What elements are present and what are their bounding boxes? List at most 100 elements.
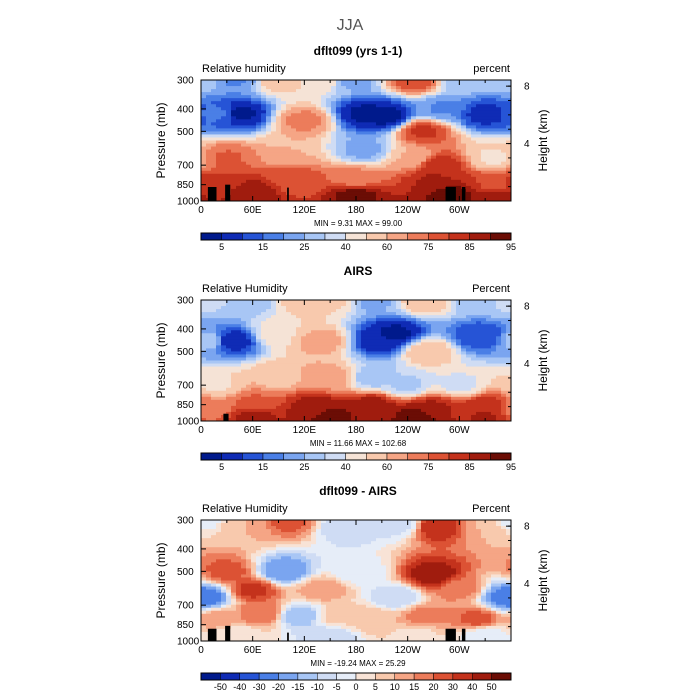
field-cell (421, 128, 427, 133)
field-cell (456, 125, 462, 130)
field-cell (466, 98, 472, 102)
field-cell (266, 197, 272, 201)
field-cell (231, 179, 237, 184)
field-cell (451, 134, 457, 139)
field-cell (406, 324, 412, 328)
field-cell (401, 387, 407, 392)
field-cell (351, 125, 357, 130)
field-cell (251, 95, 257, 99)
field-cell (346, 182, 352, 187)
field-cell (286, 167, 292, 172)
field-cell (291, 309, 297, 313)
field-cell (301, 131, 307, 136)
field-cell (301, 402, 307, 407)
field-cell (486, 86, 492, 90)
field-cell (296, 179, 302, 184)
field-cell (291, 101, 297, 105)
field-cell (366, 327, 372, 331)
field-cell (411, 312, 417, 316)
field-cell (376, 393, 382, 398)
contour-plot: 0 60E 120E 180 120W 60W3004005007008501000Pre… (154, 76, 550, 217)
field-cell (416, 110, 422, 114)
field-cell (291, 414, 297, 419)
field-cell (251, 390, 257, 395)
field-cell (261, 125, 267, 130)
field-cell (351, 402, 357, 407)
field-cell (306, 161, 312, 166)
field-cell (291, 378, 297, 383)
field-cell (421, 125, 427, 130)
field-cell (431, 321, 437, 325)
field-cell (321, 372, 327, 377)
field-cell (371, 330, 377, 334)
field-cell (396, 312, 402, 316)
field-cell (251, 167, 257, 172)
field-cell (281, 146, 287, 151)
field-cell (321, 167, 327, 172)
field-cell (391, 321, 397, 325)
field-cell (381, 134, 387, 139)
field-cell (201, 92, 207, 96)
field-cell (216, 330, 222, 334)
field-cell (201, 149, 207, 154)
field-cell (411, 101, 417, 105)
field-cell (336, 411, 342, 416)
field-cell (326, 360, 332, 365)
field-cell (406, 309, 412, 313)
field-cell (436, 393, 442, 398)
field-cell (271, 95, 277, 99)
field-cell (461, 327, 467, 331)
field-cell (221, 315, 227, 319)
field-cell (461, 125, 467, 130)
field-cell (411, 89, 417, 93)
field-cell (261, 339, 267, 343)
field-cell (301, 360, 307, 365)
field-cell (341, 348, 347, 353)
field-cell (296, 390, 302, 395)
field-cell (471, 152, 477, 157)
field-cell (501, 107, 507, 111)
field-cell (381, 173, 387, 178)
field-cell (411, 167, 417, 172)
field-cell (241, 173, 247, 178)
field-cell (311, 143, 317, 148)
field-cell (261, 158, 267, 163)
field-cell (406, 104, 412, 108)
field-cell (426, 360, 432, 365)
field-cell (246, 360, 252, 365)
field-cell (436, 414, 442, 419)
field-cell (311, 348, 317, 353)
field-cell (251, 384, 257, 389)
field-cell (286, 303, 292, 307)
field-cell (271, 336, 277, 340)
field-cell (506, 98, 511, 102)
field-cell (471, 86, 477, 90)
field-cell (461, 86, 467, 90)
field-cell (256, 146, 262, 151)
colorbar-swatch (221, 232, 243, 241)
field-cell (321, 414, 327, 419)
field-cell (246, 402, 252, 407)
field-cell (251, 134, 257, 139)
field-cell (231, 306, 237, 310)
field-cell (271, 155, 277, 160)
field-cell (481, 405, 487, 410)
field-cell (411, 390, 417, 395)
field-cell (441, 327, 447, 331)
field-cell (366, 182, 372, 187)
field-cell (471, 378, 477, 383)
field-cell (446, 143, 452, 148)
field-cell (266, 119, 272, 123)
field-cell (376, 179, 382, 184)
field-cell (251, 381, 257, 386)
field-cell (436, 149, 442, 154)
field-cell (256, 137, 262, 142)
field-cell (421, 351, 427, 356)
field-cell (431, 348, 437, 353)
field-cell (231, 402, 237, 407)
field-cell (486, 89, 492, 93)
terrain-mask (225, 184, 231, 201)
field-cell (366, 167, 372, 172)
field-cell (306, 98, 312, 102)
field-cell (361, 306, 367, 310)
